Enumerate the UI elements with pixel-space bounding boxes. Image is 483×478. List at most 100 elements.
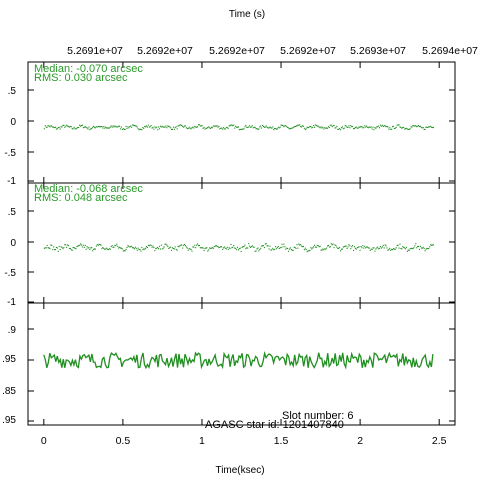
data-point (184, 125, 187, 127)
data-point (342, 246, 344, 248)
data-point (270, 249, 272, 251)
data-point (317, 125, 319, 127)
data-point (225, 248, 227, 250)
data-point (197, 243, 199, 245)
data-point (180, 244, 182, 246)
data-point (109, 126, 111, 128)
data-point (425, 248, 427, 250)
data-point (96, 126, 98, 128)
data-point (312, 247, 314, 249)
data-point (190, 248, 192, 251)
data-point (77, 126, 79, 129)
data-point (422, 126, 424, 129)
data-point (339, 128, 341, 130)
data-point (413, 247, 415, 249)
data-point (131, 245, 133, 247)
data-point (81, 246, 83, 248)
data-point (54, 126, 57, 128)
data-point (241, 128, 243, 130)
top-axis-tick-label: 5.2692e+07 (137, 45, 193, 57)
data-point (235, 125, 237, 127)
data-point (199, 125, 201, 127)
data-point (402, 246, 404, 248)
data-point (272, 126, 274, 128)
data-point (306, 251, 308, 253)
data-point (138, 129, 140, 131)
data-point (204, 248, 206, 250)
data-point (242, 128, 244, 130)
data-point (382, 126, 384, 128)
data-point (419, 125, 421, 127)
data-point (171, 128, 174, 130)
data-point (154, 126, 156, 128)
data-point (408, 249, 410, 251)
data-point (184, 245, 187, 247)
data-point (195, 126, 197, 128)
data-point (315, 246, 317, 248)
data-point (53, 246, 55, 248)
data-point (85, 248, 87, 250)
data-point (309, 125, 311, 127)
data-point (62, 124, 64, 126)
data-point (262, 245, 264, 247)
data-point (362, 245, 364, 247)
data-point (142, 249, 144, 251)
data-point (194, 125, 196, 128)
data-point (108, 127, 110, 129)
data-point (276, 247, 278, 249)
data-point (249, 126, 252, 128)
y-tick-label: .5 (8, 207, 17, 218)
data-point (58, 126, 60, 128)
data-point (93, 248, 95, 250)
x-tick-label: 2.5 (432, 435, 447, 447)
data-point (82, 127, 84, 129)
data-point (418, 248, 421, 250)
data-point (220, 246, 222, 248)
data-point (213, 246, 215, 248)
data-point (354, 127, 356, 129)
top-axis-tick-labels: 5.2691e+07 5.2692e+07 5.2692e+07 5.2692e+07… (67, 45, 478, 57)
x-tick-label: 0 (41, 435, 47, 447)
data-point (355, 248, 357, 250)
data-point (51, 125, 53, 127)
data-point (120, 247, 122, 249)
data-point (289, 128, 291, 130)
data-point (183, 126, 185, 128)
data-point (46, 244, 48, 247)
data-point (206, 127, 208, 129)
data-point (387, 249, 389, 251)
data-point (359, 249, 361, 251)
data-point (158, 128, 161, 130)
data-point (209, 247, 211, 249)
data-point (234, 247, 236, 249)
data-point (272, 247, 274, 249)
data-point (261, 127, 263, 129)
data-point (304, 128, 306, 130)
data-point (88, 126, 90, 128)
data-point (322, 248, 324, 250)
data-point (85, 126, 87, 128)
data-point (208, 249, 210, 251)
data-point (332, 125, 334, 127)
data-point (250, 126, 252, 128)
data-point (102, 127, 104, 129)
data-point (290, 248, 292, 251)
data-point (173, 248, 175, 250)
data-point (364, 245, 366, 247)
data-point (227, 248, 229, 250)
data-point (401, 248, 403, 250)
data-point (55, 246, 57, 249)
data-point (118, 247, 120, 249)
data-point (181, 244, 183, 246)
data-point (109, 248, 111, 250)
data-point (361, 247, 363, 249)
data-point (129, 126, 131, 128)
slot-number-label: Slot number: 6 (282, 410, 354, 422)
x-axis-tick-labels: 0 0.5 1 1.5 2 2.5 (41, 435, 447, 447)
data-point (377, 126, 379, 128)
data-point (122, 128, 124, 130)
data-point (65, 125, 67, 127)
data-point (280, 124, 282, 126)
panel-top-median: Median: -0.070 arcsec (34, 63, 143, 75)
data-point (49, 247, 51, 249)
